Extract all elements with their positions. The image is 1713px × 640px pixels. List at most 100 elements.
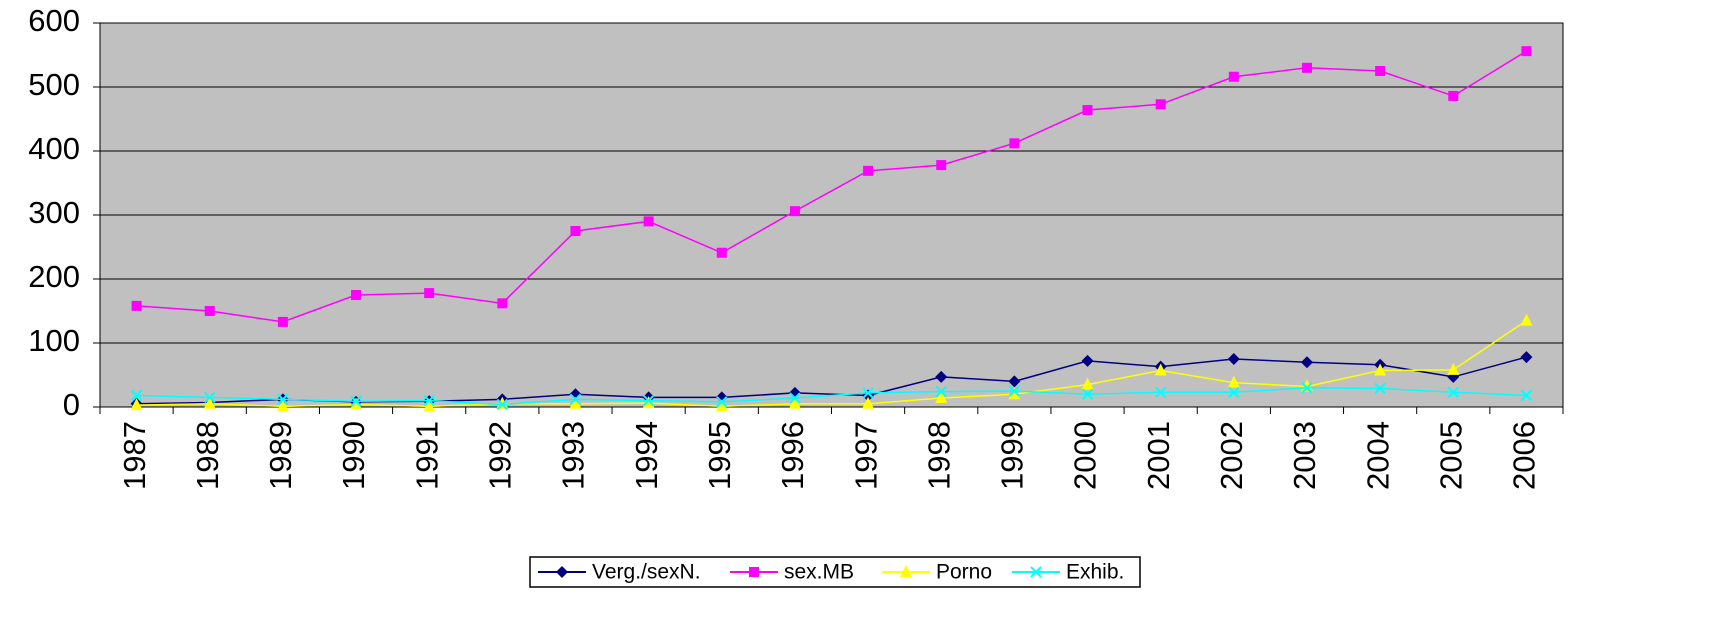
marker xyxy=(1081,377,1094,390)
marker xyxy=(204,306,215,316)
x-tick-label: 1998 xyxy=(921,421,956,490)
marker xyxy=(1375,66,1386,76)
y-tick-label: 400 xyxy=(28,131,80,166)
marker xyxy=(1374,363,1387,376)
marker xyxy=(1227,353,1240,365)
marker xyxy=(1447,386,1459,398)
marker xyxy=(862,396,875,409)
marker xyxy=(788,396,801,409)
marker xyxy=(716,247,727,258)
marker xyxy=(863,165,874,176)
marker xyxy=(1300,356,1313,369)
x-tick-label: 1987 xyxy=(117,421,152,490)
marker xyxy=(643,216,654,227)
marker xyxy=(1008,387,1021,400)
x-tick-label: 1995 xyxy=(702,421,737,490)
marker xyxy=(1520,313,1533,326)
marker xyxy=(1008,385,1021,397)
marker xyxy=(900,565,912,577)
marker xyxy=(556,566,568,578)
x-tick-label: 1996 xyxy=(775,421,810,490)
marker xyxy=(204,391,216,404)
marker xyxy=(350,395,362,407)
marker xyxy=(1520,389,1533,402)
marker xyxy=(1008,375,1021,388)
marker xyxy=(642,396,655,409)
marker xyxy=(935,385,947,398)
marker xyxy=(1227,375,1240,388)
legend-label: Verg./sexN. xyxy=(592,561,701,584)
marker xyxy=(935,370,948,383)
marker xyxy=(569,393,582,406)
marker xyxy=(131,300,142,311)
marker xyxy=(1374,382,1386,395)
legend-label: Exhib. xyxy=(1066,561,1124,584)
y-tick-label: 300 xyxy=(28,195,80,230)
marker xyxy=(570,226,581,236)
marker xyxy=(935,391,948,404)
marker xyxy=(203,396,216,409)
marker xyxy=(715,399,728,412)
x-tick-label: 1989 xyxy=(263,421,298,490)
x-tick-label: 1988 xyxy=(190,421,225,490)
marker xyxy=(1009,138,1020,149)
marker xyxy=(789,206,800,217)
x-tick-label: 2005 xyxy=(1433,421,1468,490)
marker xyxy=(130,398,143,411)
x-tick-label: 2004 xyxy=(1360,421,1395,490)
marker xyxy=(1301,62,1312,73)
marker xyxy=(1228,386,1240,398)
marker xyxy=(350,397,363,410)
x-tick-label: 2003 xyxy=(1287,421,1322,490)
x-tick-label: 1991 xyxy=(409,421,444,490)
marker xyxy=(1154,386,1167,398)
marker xyxy=(1082,105,1093,116)
x-tick-label: 1994 xyxy=(629,421,664,490)
marker xyxy=(936,160,947,171)
marker xyxy=(1447,362,1460,375)
series-line xyxy=(136,319,1527,408)
marker xyxy=(496,398,509,411)
x-tick-label: 1993 xyxy=(556,421,591,490)
marker xyxy=(496,396,509,409)
marker xyxy=(715,391,728,404)
marker xyxy=(1154,363,1167,376)
marker xyxy=(1081,354,1094,367)
marker xyxy=(642,394,655,407)
x-tick-label: 1997 xyxy=(848,421,883,490)
series-line xyxy=(136,50,1527,323)
marker xyxy=(1301,382,1313,394)
marker xyxy=(749,567,759,577)
marker xyxy=(789,392,801,404)
legend-label: Porno xyxy=(936,561,992,584)
x-tick-label: 2006 xyxy=(1507,421,1542,490)
marker xyxy=(1448,90,1459,101)
y-tick-label: 100 xyxy=(28,323,80,358)
marker xyxy=(497,298,508,309)
marker xyxy=(1155,99,1166,110)
legend-label: sex.MB xyxy=(784,561,854,584)
y-tick-label: 200 xyxy=(28,259,80,294)
marker xyxy=(423,394,435,407)
y-tick-label: 0 xyxy=(63,387,80,422)
marker xyxy=(276,399,289,412)
marker xyxy=(277,393,289,406)
x-tick-label: 2000 xyxy=(1068,421,1103,490)
marker xyxy=(130,389,143,402)
marker xyxy=(423,399,436,412)
marker xyxy=(1081,388,1094,400)
x-tick-label: 1992 xyxy=(483,421,518,490)
marker xyxy=(1520,351,1533,364)
series-line xyxy=(136,387,1527,406)
marker xyxy=(1521,46,1532,57)
x-tick-label: 2002 xyxy=(1214,421,1249,490)
marker xyxy=(1228,71,1239,82)
y-tick-label: 600 xyxy=(28,3,80,38)
x-tick-label: 1990 xyxy=(336,421,371,490)
marker xyxy=(716,396,728,408)
marker xyxy=(351,290,362,300)
marker xyxy=(277,316,288,327)
marker xyxy=(424,288,435,299)
x-tick-label: 2001 xyxy=(1141,421,1176,490)
